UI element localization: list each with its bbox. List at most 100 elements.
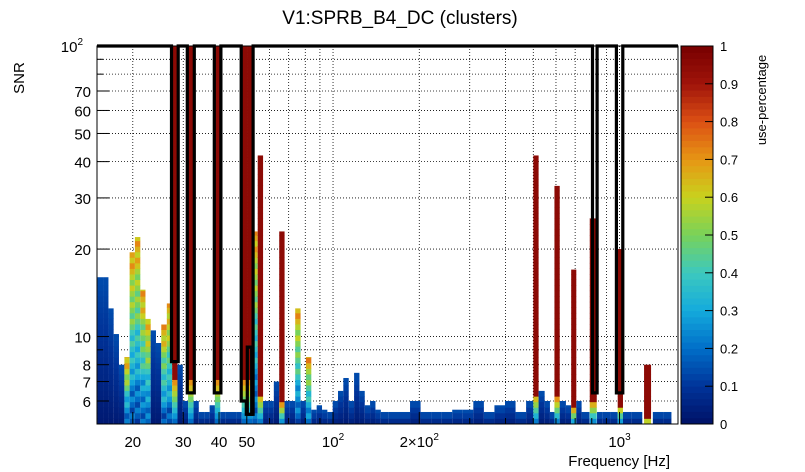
heatmap-column — [364, 405, 371, 425]
heatmap-cell — [571, 368, 577, 375]
heatmap-cell — [150, 396, 156, 403]
heatmap-cell — [241, 107, 248, 114]
heatmap-cell — [161, 329, 167, 336]
heatmap-cell — [134, 396, 141, 403]
heatmap-cell — [316, 418, 323, 425]
heatmap-cell — [145, 368, 151, 375]
heatmap-cell — [214, 107, 221, 114]
colorbar-segment — [681, 298, 713, 305]
heatmap-cell — [295, 368, 301, 375]
heatmap-cell — [284, 407, 290, 414]
heatmap-cell — [571, 351, 577, 358]
heatmap-cell — [188, 312, 194, 319]
heatmap-cell — [554, 335, 560, 342]
heatmap-cell — [172, 279, 178, 286]
heatmap-cell — [97, 335, 104, 342]
heatmap-cell — [172, 118, 178, 125]
colorbar-tick-label: 0.4 — [720, 266, 738, 281]
heatmap-cell — [533, 224, 539, 230]
heatmap-cell — [533, 412, 539, 419]
heatmap-cell — [204, 411, 210, 414]
heatmap-cell — [166, 401, 173, 408]
heatmap-column — [505, 400, 516, 425]
heatmap-cell — [279, 324, 285, 330]
heatmap-cell — [188, 151, 194, 158]
heatmap-cell — [97, 301, 104, 308]
heatmap-cell — [188, 374, 194, 380]
heatmap-cell — [108, 318, 114, 325]
heatmap-cell — [571, 324, 577, 330]
heatmap-cell — [155, 362, 162, 369]
heatmap-cell — [172, 362, 178, 369]
heatmap-cell — [140, 296, 146, 303]
heatmap-cell — [247, 312, 253, 319]
heatmap-cell — [129, 335, 135, 342]
colorbar-segment — [681, 354, 713, 362]
heatmap-cell — [172, 312, 178, 319]
heatmap-cell — [134, 329, 141, 336]
heatmap-cell — [155, 374, 162, 380]
heatmap-column — [544, 400, 550, 425]
heatmap-cell — [172, 346, 178, 353]
heatmap-cell — [241, 290, 248, 297]
heatmap-cell — [241, 274, 248, 280]
heatmap-column — [452, 409, 463, 425]
heatmap-cell — [549, 411, 555, 414]
heatmap-cell — [289, 400, 296, 403]
heatmap-cell — [134, 390, 141, 397]
heatmap-cell — [295, 396, 301, 403]
heatmap-cell — [617, 279, 623, 286]
heatmap-cell — [129, 368, 135, 375]
heatmap-cell — [241, 324, 248, 330]
heatmap-cell — [188, 74, 194, 81]
heatmap-column — [631, 411, 643, 425]
colorbar-segment — [681, 64, 713, 72]
heatmap-cell — [295, 374, 301, 380]
heatmap-cell — [161, 362, 167, 369]
heatmap-cell — [247, 407, 253, 414]
heatmap-column — [108, 308, 114, 425]
heatmap-cell — [166, 346, 173, 353]
colorbar-segment — [681, 398, 713, 406]
heatmap-cell — [247, 401, 253, 408]
heatmap-cell — [172, 107, 178, 114]
heatmap-cell — [483, 412, 495, 419]
heatmap-cell — [204, 412, 210, 419]
heatmap-cell — [257, 418, 264, 425]
heatmap-cell — [214, 62, 221, 69]
heatmap-cell — [220, 412, 226, 419]
colorbar-segment — [681, 184, 713, 192]
heatmap-cell — [214, 218, 221, 225]
heatmap-cell — [247, 190, 253, 197]
heatmap-cell — [247, 268, 253, 275]
heatmap-cell — [533, 162, 539, 169]
heatmap-cell — [241, 390, 248, 397]
heatmap-cell — [103, 385, 109, 392]
heatmap-cell — [134, 340, 141, 347]
heatmap-cell — [209, 418, 215, 425]
heatmap-cell — [172, 146, 178, 153]
heatmap-cell — [247, 168, 253, 175]
heatmap-cell — [252, 385, 258, 392]
heatmap-cell — [97, 324, 104, 330]
colorbar-segment — [681, 140, 713, 148]
heatmap-cell — [247, 362, 253, 369]
colorbar-segment — [681, 172, 713, 179]
heatmap-cell — [140, 396, 146, 403]
heatmap-cell — [338, 407, 344, 414]
heatmap-cell — [172, 335, 178, 342]
heatmap-cell — [462, 418, 474, 425]
heatmap-cell — [140, 412, 146, 419]
heatmap-cell — [343, 418, 349, 425]
heatmap-cell — [214, 129, 221, 136]
colorbar-segment — [681, 253, 713, 261]
heatmap-cell — [108, 418, 114, 425]
heatmap-cell — [150, 357, 156, 364]
heatmap-cell — [129, 390, 135, 397]
heatmap-cell — [241, 385, 248, 392]
heatmap-cell — [241, 79, 248, 86]
heatmap-cell — [247, 235, 253, 242]
heatmap-column — [549, 411, 555, 425]
heatmap-cell — [124, 385, 130, 392]
heatmap-cell — [279, 379, 285, 386]
